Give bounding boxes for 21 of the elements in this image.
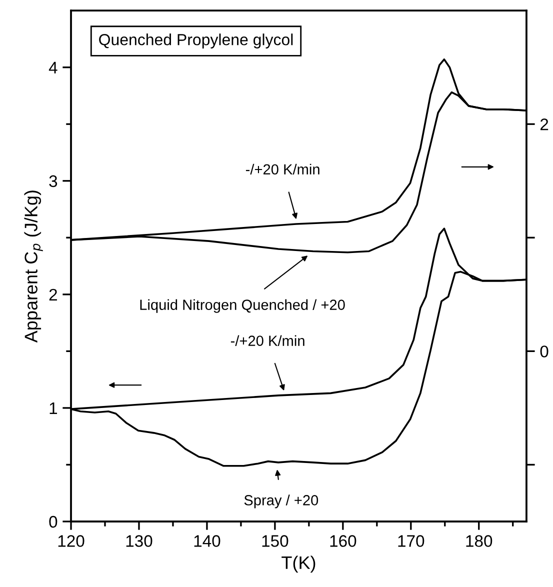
annotation: Liquid Nitrogen Quenched / +20 bbox=[140, 299, 345, 313]
y2-tick-label: 0 bbox=[540, 346, 548, 358]
text: Quenched Propylene glycol bbox=[99, 34, 293, 48]
y-tick-label: 1 bbox=[50, 402, 57, 414]
x-tick-label: 120 bbox=[58, 535, 84, 547]
y-axis-title: Apparent C$_{p}$ (J/Kg) bbox=[24, 190, 43, 343]
y2-tick-label: 2 bbox=[540, 118, 548, 130]
annotation: -/+20 K/min bbox=[246, 164, 320, 175]
x-tick-label: 130 bbox=[126, 535, 152, 547]
x-tick-label: 150 bbox=[262, 535, 288, 547]
x-axis-title: T(K) bbox=[282, 556, 316, 573]
annotation: -/+20 K/min bbox=[230, 335, 304, 346]
x-tick-label: 160 bbox=[330, 535, 356, 547]
y-tick-label: 2 bbox=[49, 288, 57, 300]
annotation: Spray / +20 bbox=[244, 494, 318, 508]
x-tick-label: 180 bbox=[466, 535, 492, 547]
y-tick-label: 3 bbox=[49, 175, 58, 188]
y-tick-label: 4 bbox=[48, 62, 58, 74]
x-tick-label: 140 bbox=[194, 535, 220, 547]
y-tick-label: 0 bbox=[49, 516, 58, 528]
x-tick-label: 170 bbox=[398, 535, 424, 547]
